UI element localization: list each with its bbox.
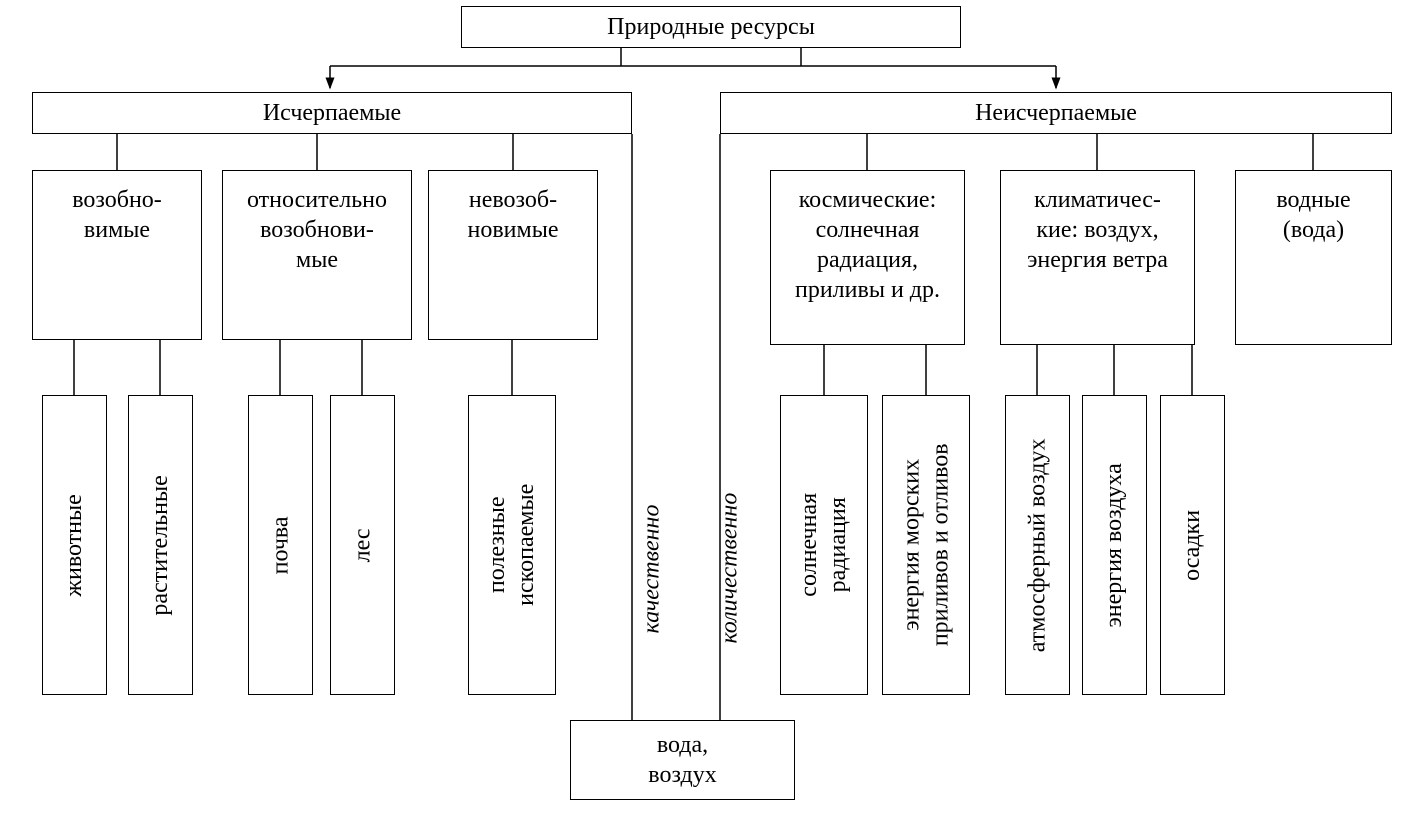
leaf-wind: энергия воздуха	[1082, 395, 1147, 695]
node-exhaustible: Исчерпаемые	[32, 92, 632, 134]
label-qualitative: качественно	[639, 454, 666, 634]
leaf-minerals-label: полезные ископаемые	[483, 484, 541, 606]
leaf-air: атмосферный воздух	[1005, 395, 1070, 695]
leaf-animals: животные	[42, 395, 107, 695]
node-water-label: водные (вода)	[1276, 185, 1350, 245]
leaf-minerals: полезные ископаемые	[468, 395, 556, 695]
node-water: водные (вода)	[1235, 170, 1392, 345]
node-exhaustible-label: Исчерпаемые	[263, 98, 401, 128]
node-renewable: возобно- вимые	[32, 170, 202, 340]
leaf-precip: осадки	[1160, 395, 1225, 695]
leaf-animals-label: животные	[60, 494, 89, 596]
node-climatic: климатичес- кие: воздух, энергия ветра	[1000, 170, 1195, 345]
node-climatic-label: климатичес- кие: воздух, энергия ветра	[1027, 185, 1168, 275]
node-cosmic: космические: солнечная радиация, приливы…	[770, 170, 965, 345]
node-water-air: вода, воздух	[570, 720, 795, 800]
node-water-air-label: вода, воздух	[648, 730, 716, 790]
leaf-soil: почва	[248, 395, 313, 695]
node-cosmic-label: космические: солнечная радиация, приливы…	[795, 185, 940, 305]
label-qualitative-text: качественно	[639, 505, 665, 634]
leaf-plants-label: растительные	[146, 475, 175, 615]
leaf-air-label: атмосферный воздух	[1023, 438, 1052, 652]
node-inexhaustible: Неисчерпаемые	[720, 92, 1392, 134]
node-nonrenewable-label: невозоб- новимые	[468, 185, 559, 245]
leaf-plants: растительные	[128, 395, 193, 695]
leaf-wind-label: энергия воздуха	[1100, 463, 1129, 627]
node-rel-renewable: относительно возобнови- мые	[222, 170, 412, 340]
node-root: Природные ресурсы	[461, 6, 961, 48]
leaf-precip-label: осадки	[1178, 510, 1207, 581]
node-nonrenewable: невозоб- новимые	[428, 170, 598, 340]
leaf-forest: лес	[330, 395, 395, 695]
leaf-forest-label: лес	[348, 528, 377, 562]
leaf-tidal-label: энергия морских приливов и отливов	[897, 444, 955, 647]
node-renewable-label: возобно- вимые	[72, 185, 162, 245]
label-quantitative-text: количественно	[717, 493, 743, 644]
leaf-tidal: энергия морских приливов и отливов	[882, 395, 970, 695]
label-quantitative: количественно	[717, 444, 744, 644]
leaf-solar-label: солнечная радиация	[795, 493, 853, 597]
node-rel-renewable-label: относительно возобнови- мые	[247, 185, 387, 275]
node-root-label: Природные ресурсы	[607, 12, 815, 42]
leaf-soil-label: почва	[266, 516, 295, 574]
node-inexhaustible-label: Неисчерпаемые	[975, 98, 1137, 128]
leaf-solar: солнечная радиация	[780, 395, 868, 695]
